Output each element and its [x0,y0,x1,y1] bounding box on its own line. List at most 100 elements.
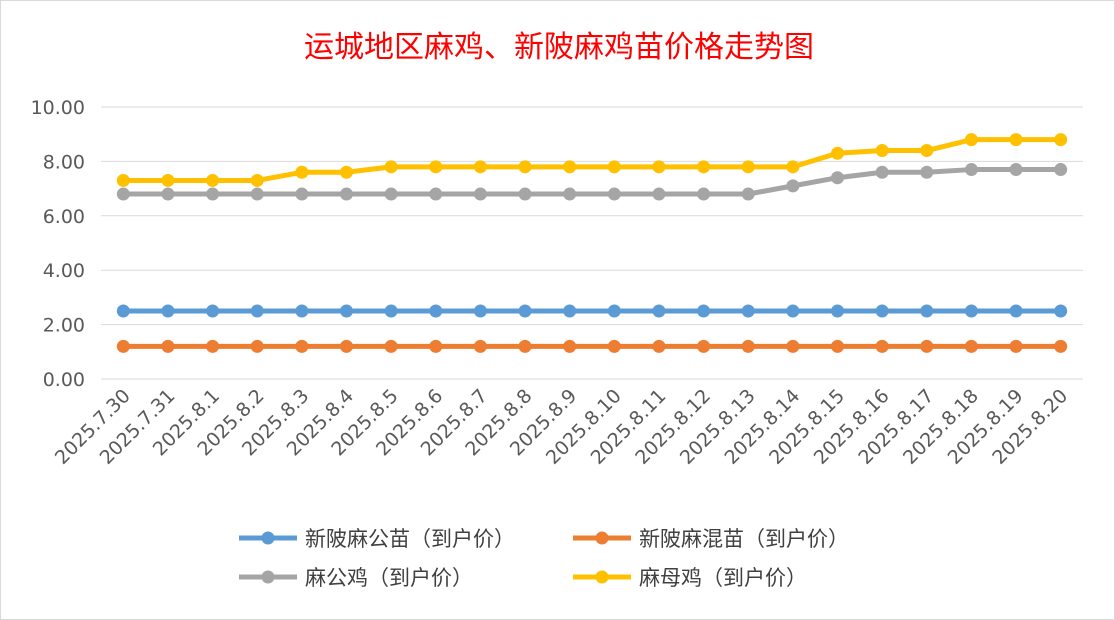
data-point [1009,304,1023,318]
data-point [741,160,755,174]
data-point [429,187,443,201]
data-point [518,187,532,201]
y-tick-label: 0.00 [43,369,85,391]
data-point [161,173,175,187]
data-point [652,187,666,201]
data-point [741,304,755,318]
y-axis-ticks: 0.00 2.00 4.00 6.00 8.00 10.00 [31,97,85,391]
data-point [875,304,889,318]
data-point [964,339,978,353]
data-point [384,160,398,174]
data-point [786,160,800,174]
legend-swatch-marker [595,531,609,545]
data-point [607,304,621,318]
data-point [340,187,353,201]
data-point [340,165,353,179]
data-point [206,339,220,353]
legend-item: 麻公鸡（到户价） [239,566,473,590]
data-point [384,304,398,318]
data-point [295,339,309,353]
data-point [920,165,934,179]
legend-label: 麻公鸡（到户价） [305,566,473,590]
data-point [429,160,443,174]
legend-swatch-marker [595,570,609,584]
data-point [1054,133,1068,147]
data-point [875,339,889,353]
data-point [1054,163,1068,177]
data-point [206,304,220,318]
data-point [563,187,577,201]
series-2 [116,339,1068,353]
data-point [563,339,577,353]
legend-swatch-marker [261,570,275,584]
data-point [964,133,978,147]
data-point [384,187,398,201]
data-point [831,304,844,318]
data-point [161,304,175,318]
data-point [652,339,666,353]
data-point [1054,339,1068,353]
series-3 [116,163,1068,201]
data-point [518,304,532,318]
legend-item: 麻母鸡（到户价） [573,566,807,590]
data-point [340,339,353,353]
data-point [1009,163,1023,177]
data-point [340,304,353,318]
data-point [786,179,800,193]
data-point [384,339,398,353]
data-point [206,173,220,187]
series-line [123,167,1061,197]
data-point [697,187,711,201]
data-point [607,339,621,353]
data-point [1054,304,1068,318]
data-point [473,160,487,174]
y-tick-label: 10.00 [31,97,85,119]
legend-label: 新陂麻混苗（到户价） [639,527,849,551]
gridlines [101,106,1083,380]
data-point [116,187,130,201]
data-point [250,339,264,353]
x-axis-ticks: 2025.7.302025.7.312025.8.12025.8.22025.8… [51,385,1072,469]
data-point [563,160,577,174]
data-point [250,304,264,318]
legend-item: 新陂麻混苗（到户价） [573,527,849,551]
data-point [697,339,711,353]
y-tick-label: 4.00 [43,260,85,282]
chart-title: 运城地区麻鸡、新陂麻鸡苗价格走势图 [304,30,814,65]
data-point [116,173,130,187]
data-point [831,171,844,185]
data-point [697,160,711,174]
y-tick-label: 6.00 [43,206,85,228]
data-point [1009,133,1023,147]
legend-item: 新陂麻公苗（到户价） [239,527,515,551]
data-point [831,146,844,160]
data-point [652,160,666,174]
data-point [295,304,309,318]
data-point [607,160,621,174]
data-point [518,339,532,353]
data-point [295,165,309,179]
data-point [875,144,889,158]
data-point [607,187,621,201]
series-1 [116,304,1068,318]
data-point [1009,339,1023,353]
data-point [116,339,130,353]
y-tick-label: 2.00 [43,315,85,337]
data-point [741,187,755,201]
data-point [831,339,844,353]
data-point [875,165,889,179]
data-point [161,187,175,201]
series-layer [116,133,1068,353]
series-line [123,137,1061,183]
data-point [473,339,487,353]
data-point [741,339,755,353]
legend: 新陂麻公苗（到户价） 新陂麻混苗（到户价） 麻公鸡（到户价） 麻母鸡（到户价） [239,527,849,590]
data-point [786,304,800,318]
data-point [473,304,487,318]
data-point [295,187,309,201]
data-point [920,144,934,158]
data-point [920,339,934,353]
legend-label: 麻母鸡（到户价） [639,566,807,590]
data-point [250,187,264,201]
